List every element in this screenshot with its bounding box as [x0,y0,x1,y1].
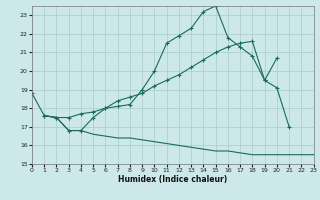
X-axis label: Humidex (Indice chaleur): Humidex (Indice chaleur) [118,175,228,184]
